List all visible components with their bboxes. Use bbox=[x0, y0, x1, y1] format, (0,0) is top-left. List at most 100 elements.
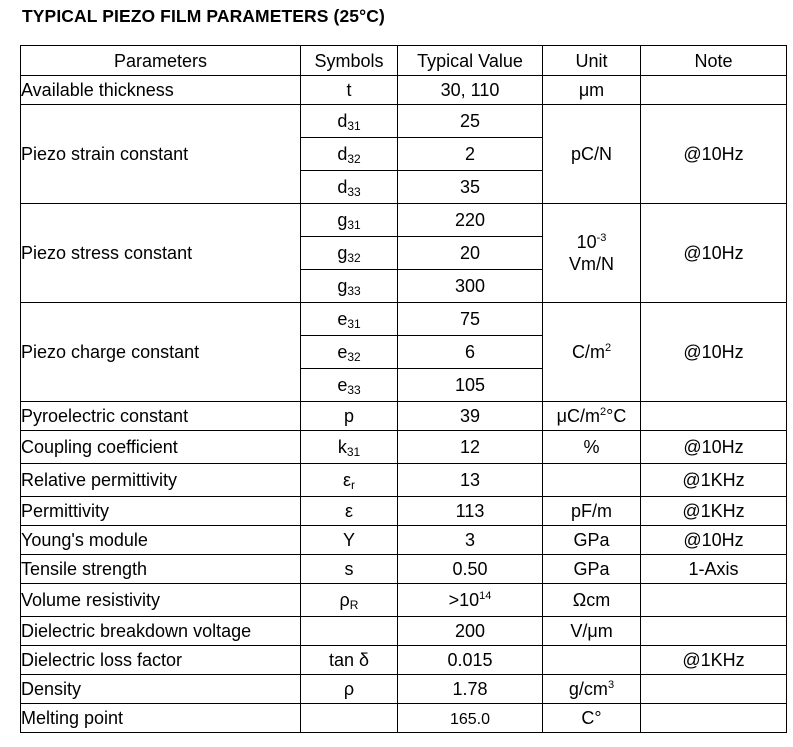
param-value: 12 bbox=[397, 430, 543, 464]
param-unit bbox=[542, 645, 641, 675]
param-note: @10Hz bbox=[640, 302, 787, 402]
param-value: 35 bbox=[397, 170, 543, 204]
param-symbol: k31 bbox=[300, 430, 398, 464]
param-symbol: t bbox=[300, 75, 398, 105]
param-symbol: d31 bbox=[300, 104, 398, 138]
param-symbol: e31 bbox=[300, 302, 398, 336]
param-symbol bbox=[300, 616, 398, 646]
param-value: >1014 bbox=[397, 583, 543, 617]
param-value: 25 bbox=[397, 104, 543, 138]
table-row: d32 2 bbox=[21, 137, 787, 171]
column-header-parameters: Parameters bbox=[20, 45, 301, 76]
param-value: 2 bbox=[397, 137, 543, 171]
param-value: 13 bbox=[397, 463, 543, 497]
param-note: @1KHz bbox=[640, 645, 787, 675]
column-header-note: Note bbox=[640, 45, 787, 76]
param-unit: pF/m bbox=[542, 496, 641, 526]
table-row: Piezo strain constant d31 25 pC/N @10Hz bbox=[20, 104, 787, 204]
param-unit: Ωcm bbox=[542, 583, 641, 617]
param-symbol: tan δ bbox=[300, 645, 398, 675]
table-row: d33 35 bbox=[21, 170, 787, 204]
param-unit: C° bbox=[542, 703, 641, 733]
param-symbol: g32 bbox=[300, 236, 398, 270]
param-value: 1.78 bbox=[397, 674, 543, 704]
param-value: 220 bbox=[397, 203, 543, 237]
table-row: e32 6 bbox=[21, 335, 787, 369]
param-name: Piezo charge constant bbox=[20, 302, 301, 402]
param-note bbox=[640, 583, 787, 617]
param-symbol: εr bbox=[300, 463, 398, 497]
param-value: 6 bbox=[397, 335, 543, 369]
param-value: 3 bbox=[397, 525, 543, 555]
param-note bbox=[640, 75, 787, 105]
table-row: Dielectric loss factor tan δ 0.015 @1KHz bbox=[20, 645, 787, 675]
param-unit: μm bbox=[542, 75, 641, 105]
table-row: Tensile strength s 0.50 GPa 1-Axis bbox=[20, 554, 787, 584]
param-value: 20 bbox=[397, 236, 543, 270]
param-name: Tensile strength bbox=[20, 554, 301, 584]
parameters-table: Parameters Symbols Typical Value Unit No… bbox=[20, 45, 787, 733]
param-value: 39 bbox=[397, 401, 543, 431]
table-header-row: Parameters Symbols Typical Value Unit No… bbox=[20, 45, 787, 76]
param-name: Piezo stress constant bbox=[20, 203, 301, 303]
param-symbol: ρ bbox=[300, 674, 398, 704]
param-value: 75 bbox=[397, 302, 543, 336]
param-note: @10Hz bbox=[640, 203, 787, 303]
param-symbol: e33 bbox=[300, 368, 398, 402]
table-row: Young's module Y 3 GPa @10Hz bbox=[20, 525, 787, 555]
table-row: Melting point 165.0 C° bbox=[20, 703, 787, 733]
table-row: Coupling coefficient k31 12 % @10Hz bbox=[20, 430, 787, 464]
param-symbol: d32 bbox=[300, 137, 398, 171]
param-name: Volume resistivity bbox=[20, 583, 301, 617]
param-note: @1KHz bbox=[640, 463, 787, 497]
param-note bbox=[640, 401, 787, 431]
param-symbol: g31 bbox=[300, 203, 398, 237]
param-symbol: d33 bbox=[300, 170, 398, 204]
table-row: Pyroelectric constant p 39 μC/m2°C bbox=[20, 401, 787, 431]
param-note bbox=[640, 616, 787, 646]
table-row: Density ρ 1.78 g/cm3 bbox=[20, 674, 787, 704]
param-name: Permittivity bbox=[20, 496, 301, 526]
table-row: Relative permittivity εr 13 @1KHz bbox=[20, 463, 787, 497]
param-symbol bbox=[300, 703, 398, 733]
param-symbol: s bbox=[300, 554, 398, 584]
param-note bbox=[640, 674, 787, 704]
param-name: Density bbox=[20, 674, 301, 704]
param-unit: pC/N bbox=[542, 104, 641, 204]
page-title: TYPICAL PIEZO FILM PARAMETERS (25°C) bbox=[22, 6, 385, 26]
param-symbol: p bbox=[300, 401, 398, 431]
param-unit bbox=[542, 463, 641, 497]
param-name: Melting point bbox=[20, 703, 301, 733]
param-value: 0.50 bbox=[397, 554, 543, 584]
param-name: Available thickness bbox=[20, 75, 301, 105]
param-name: Dielectric breakdown voltage bbox=[20, 616, 301, 646]
param-name: Dielectric loss factor bbox=[20, 645, 301, 675]
param-name: Young's module bbox=[20, 525, 301, 555]
param-symbol: Y bbox=[300, 525, 398, 555]
param-name: Coupling coefficient bbox=[20, 430, 301, 464]
param-note: @10Hz bbox=[640, 430, 787, 464]
param-note: @1KHz bbox=[640, 496, 787, 526]
param-note: @10Hz bbox=[640, 104, 787, 204]
param-symbol: g33 bbox=[300, 269, 398, 303]
param-name: Piezo strain constant bbox=[20, 104, 301, 204]
param-unit: V/μm bbox=[542, 616, 641, 646]
param-symbol: ε bbox=[300, 496, 398, 526]
param-value: 0.015 bbox=[397, 645, 543, 675]
param-unit: 10-3 Vm/N bbox=[542, 203, 641, 303]
param-value: 113 bbox=[397, 496, 543, 526]
table-row: g33 300 bbox=[21, 269, 787, 303]
param-note: @10Hz bbox=[640, 525, 787, 555]
param-note: 1-Axis bbox=[640, 554, 787, 584]
param-symbol: ρR bbox=[300, 583, 398, 617]
table-row: Permittivity ε 113 pF/m @1KHz bbox=[20, 496, 787, 526]
table-row: Piezo stress constant g31 220 10-3 Vm/N @… bbox=[20, 203, 787, 303]
table-row: Volume resistivity ρR >1014 Ωcm bbox=[20, 583, 787, 617]
param-unit: % bbox=[542, 430, 641, 464]
table-row: Piezo charge constant e31 75 C/m2 @10Hz bbox=[20, 302, 787, 402]
param-unit: μC/m2°C bbox=[542, 401, 641, 431]
param-value: 200 bbox=[397, 616, 543, 646]
param-value: 300 bbox=[397, 269, 543, 303]
param-value: 30, 110 bbox=[397, 75, 543, 105]
param-unit: C/m2 bbox=[542, 302, 641, 402]
